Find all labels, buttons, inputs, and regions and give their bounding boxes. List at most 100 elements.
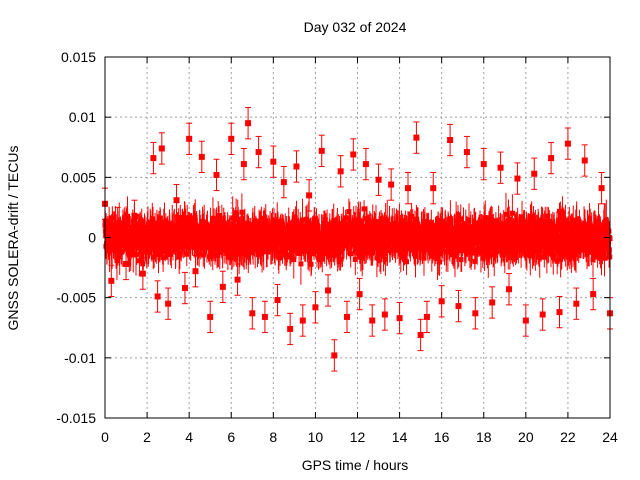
- data-point: [362, 161, 369, 168]
- noise-point: [275, 221, 281, 227]
- noise-point: [472, 258, 478, 264]
- data-point: [270, 158, 277, 165]
- noise-point: [382, 256, 388, 262]
- noise-point: [509, 210, 515, 216]
- data-point: [261, 313, 268, 320]
- data-point: [213, 171, 220, 178]
- data-point: [447, 137, 454, 144]
- y-tick-label: -0.01: [64, 350, 96, 366]
- data-point: [245, 120, 252, 127]
- data-point: [375, 176, 382, 183]
- y-tick-label: 0.005: [61, 169, 96, 185]
- x-tick-label: 20: [518, 429, 534, 445]
- data-point: [114, 220, 121, 227]
- y-tick-label: 0.01: [69, 109, 96, 125]
- noise-point: [561, 216, 567, 222]
- noise-point: [429, 228, 435, 234]
- data-point: [139, 270, 146, 277]
- noise-point: [176, 254, 182, 260]
- data-point: [108, 277, 115, 284]
- noise-point: [435, 256, 441, 262]
- data-point: [506, 286, 512, 293]
- data-point: [556, 309, 563, 316]
- noise-point: [566, 221, 572, 227]
- noise-point: [452, 253, 458, 259]
- data-point: [198, 153, 205, 160]
- data-point: [325, 287, 332, 294]
- data-point: [165, 300, 172, 307]
- noise-point: [261, 248, 267, 254]
- x-tick-label: 8: [269, 429, 277, 445]
- data-point: [192, 268, 199, 275]
- data-point: [131, 212, 138, 219]
- noise-point: [114, 258, 120, 264]
- noise-point: [482, 215, 488, 221]
- noise-point: [242, 220, 248, 226]
- noise-point: [476, 245, 482, 251]
- noise-point: [541, 254, 547, 260]
- noise-point: [492, 230, 498, 236]
- x-tick-label: 12: [350, 429, 366, 445]
- noise-point: [412, 253, 418, 259]
- data-series: [102, 107, 613, 372]
- noise-point: [119, 248, 125, 254]
- x-tick-label: 0: [101, 429, 109, 445]
- data-point: [573, 300, 580, 307]
- noise-point: [550, 255, 556, 261]
- noise-point: [184, 251, 190, 257]
- data-point: [455, 303, 462, 310]
- noise-point: [559, 253, 565, 259]
- data-point: [350, 151, 357, 158]
- data-point: [158, 145, 165, 152]
- noise-point: [556, 208, 562, 214]
- noise-point: [466, 217, 472, 223]
- noise-point: [168, 247, 174, 253]
- data-point: [480, 161, 487, 168]
- noise-point: [294, 218, 300, 224]
- data-point: [417, 331, 424, 338]
- data-point: [438, 298, 445, 305]
- noise-point: [263, 249, 269, 255]
- data-point: [186, 135, 193, 142]
- noise-point: [178, 244, 184, 250]
- noise-point: [384, 218, 390, 224]
- x-tick-label: 22: [560, 429, 576, 445]
- noise-point: [298, 221, 304, 227]
- data-point: [497, 164, 504, 171]
- data-point: [463, 149, 470, 156]
- noise-point: [214, 228, 220, 234]
- noise-point: [429, 253, 435, 259]
- noise-point: [160, 248, 166, 254]
- noise-point: [268, 227, 274, 233]
- noise-point: [177, 250, 183, 256]
- noise-point: [297, 243, 303, 249]
- noise-point: [125, 215, 131, 221]
- noise-point: [233, 210, 239, 216]
- noise-point: [435, 241, 441, 247]
- noise-point: [136, 258, 142, 264]
- data-point: [318, 147, 325, 154]
- noise-point: [331, 217, 337, 223]
- data-point: [405, 185, 411, 192]
- noise-point: [336, 259, 342, 265]
- noise-point: [264, 246, 270, 252]
- noise-point: [478, 250, 484, 256]
- noise-point: [584, 252, 590, 258]
- noise-point: [438, 251, 444, 257]
- noise-point: [263, 218, 269, 224]
- data-point: [413, 134, 420, 141]
- noise-point: [378, 216, 384, 222]
- noise-point: [524, 252, 530, 258]
- noise-point: [398, 251, 404, 257]
- noise-point: [415, 224, 421, 230]
- chart-title: Day 032 of 2024: [304, 19, 407, 35]
- noise-point: [447, 216, 453, 222]
- data-point: [531, 170, 538, 177]
- data-point: [154, 293, 161, 300]
- noise-point: [459, 248, 465, 254]
- noise-point: [559, 211, 565, 217]
- noise-point: [318, 251, 324, 257]
- axis-ticks: [104, 56, 611, 419]
- data-point: [522, 317, 529, 324]
